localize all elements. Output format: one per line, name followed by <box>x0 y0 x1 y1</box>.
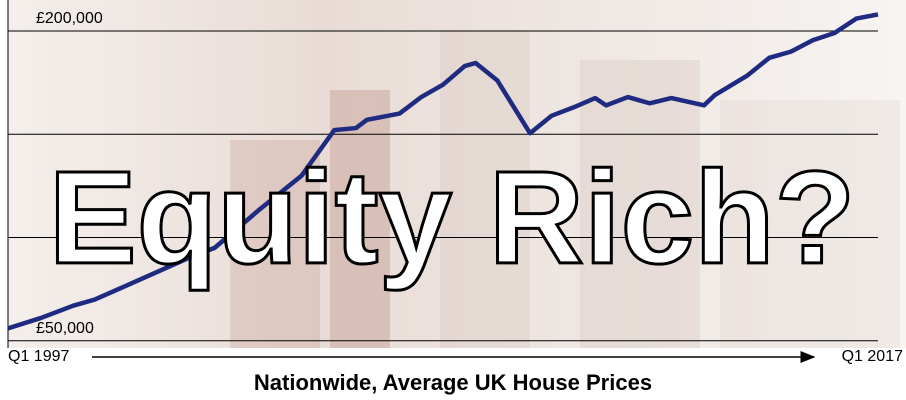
chart: Equity Rich? Nationwide, Average UK Hous… <box>0 0 906 400</box>
y-tick-label: £200,000 <box>36 10 103 27</box>
chart-title: Nationwide, Average UK House Prices <box>254 370 652 395</box>
x-tick-label: Q1 2017 <box>842 348 903 365</box>
page: {"chart_data": {"type": "line", "title":… <box>0 0 906 400</box>
x-tick-label: Q1 1997 <box>8 348 69 365</box>
y-tick-label: £50,000 <box>36 320 94 337</box>
overlay-headline: Equity Rich? <box>49 144 856 291</box>
